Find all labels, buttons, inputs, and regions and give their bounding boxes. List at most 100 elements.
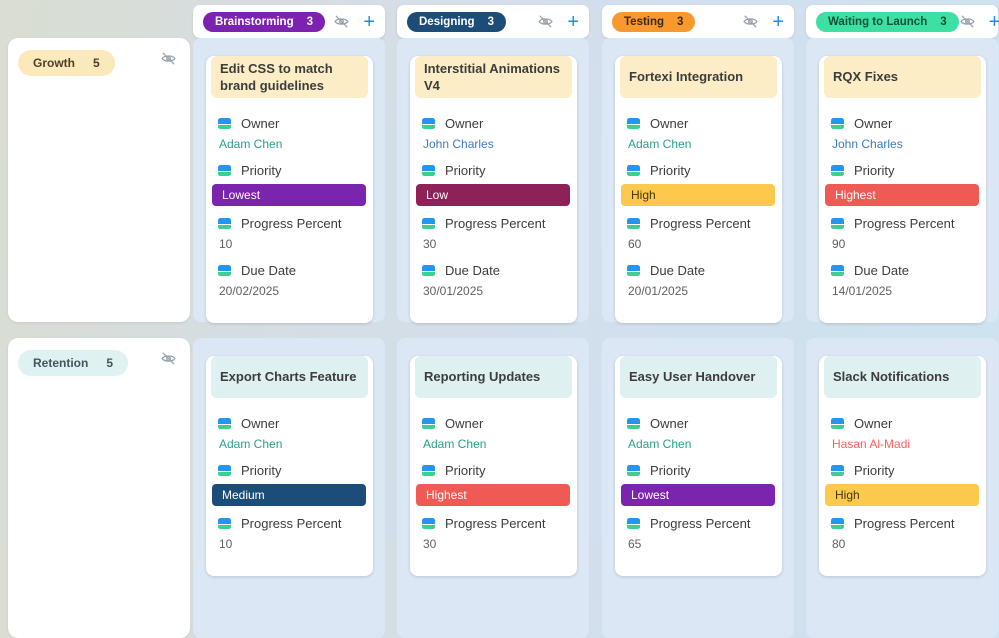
swimlane-title: Growth — [33, 56, 75, 70]
card-fields: Owner John Charles Priority Low Progress… — [410, 103, 577, 323]
field-priority: Priority Low — [416, 162, 570, 206]
field-priority: Priority High — [825, 462, 979, 506]
custom-field-icon — [627, 165, 640, 176]
task-card[interactable]: Easy User Handover Owner Adam Chen Prior… — [615, 356, 782, 576]
field-priority: Priority Lowest — [621, 462, 775, 506]
card-title: Edit CSS to match brand guidelines — [220, 60, 333, 93]
field-due-date: Due Date 20/01/2025 — [627, 262, 770, 299]
add-card-icon[interactable]: + — [567, 10, 579, 33]
field-due-date: Due Date 14/01/2025 — [831, 262, 974, 299]
custom-field-icon — [831, 265, 844, 276]
field-owner: Owner Adam Chen — [627, 415, 770, 452]
custom-field-icon — [831, 118, 844, 129]
custom-field-icon — [831, 218, 844, 229]
field-label: Owner — [854, 416, 893, 431]
field-owner: Owner Adam Chen — [218, 115, 361, 152]
lane-cell: Interstitial Animations V4 Owner John Ch… — [397, 38, 589, 323]
add-card-icon[interactable]: + — [363, 10, 375, 33]
field-label: Priority — [854, 463, 895, 478]
column-header-testing: Testing 3 + — [602, 5, 794, 38]
swimlane-pill: Growth 5 — [18, 50, 115, 76]
task-card[interactable]: Fortexi Integration Owner Adam Chen Prio… — [615, 56, 782, 323]
hide-column-icon[interactable] — [333, 13, 350, 30]
field-due-date: Due Date 30/01/2025 — [422, 262, 565, 299]
card-title-bar: RQX Fixes — [824, 56, 981, 98]
column-title: Waiting to Launch — [828, 15, 928, 28]
field-label: Owner — [445, 416, 484, 431]
column-status-pill: Brainstorming 3 — [203, 11, 325, 32]
custom-field-icon — [831, 418, 844, 429]
due-date-value: 30/01/2025 — [423, 284, 484, 298]
owner-value[interactable]: Adam Chen — [219, 437, 283, 451]
owner-value[interactable]: Adam Chen — [628, 137, 692, 151]
due-date-value: 20/02/2025 — [219, 284, 280, 298]
field-label: Owner — [650, 416, 689, 431]
field-label: Priority — [445, 463, 486, 478]
owner-value[interactable]: Hasan Al-Madi — [832, 437, 911, 451]
card-fields: Owner Adam Chen Priority Highest Progres… — [410, 403, 577, 576]
task-card[interactable]: RQX Fixes Owner John Charles Priority Hi… — [819, 56, 986, 323]
task-card[interactable]: Interstitial Animations V4 Owner John Ch… — [410, 56, 577, 323]
hide-lane-icon[interactable] — [160, 50, 177, 67]
progress-value: 65 — [628, 537, 642, 551]
field-progress: Progress Percent 80 — [831, 515, 974, 552]
card-fields: Owner John Charles Priority Highest Prog… — [819, 103, 986, 323]
column-title: Brainstorming — [215, 15, 294, 28]
due-date-value: 20/01/2025 — [628, 284, 689, 298]
hide-lane-icon[interactable] — [160, 350, 177, 367]
custom-field-icon — [831, 165, 844, 176]
field-progress: Progress Percent 30 — [422, 215, 565, 252]
hide-column-icon[interactable] — [537, 13, 554, 30]
lane-cell: Fortexi Integration Owner Adam Chen Prio… — [602, 38, 794, 323]
hide-column-icon[interactable] — [742, 13, 759, 30]
card-fields: Owner Adam Chen Priority Medium Progress… — [206, 403, 373, 576]
column-header-brainstorming: Brainstorming 3 + — [193, 5, 385, 38]
swimlane-panel-growth: Growth 5 — [8, 38, 190, 322]
field-label: Owner — [650, 116, 689, 131]
column-count: 3 — [940, 15, 947, 28]
task-card[interactable]: Edit CSS to match brand guidelines Owner… — [206, 56, 373, 323]
field-progress: Progress Percent 10 — [218, 515, 361, 552]
card-title-bar: Interstitial Animations V4 — [415, 56, 572, 98]
field-label: Progress Percent — [445, 216, 546, 231]
priority-pill: Highest — [825, 184, 979, 206]
custom-field-icon — [831, 465, 844, 476]
field-owner: Owner Hasan Al-Madi — [831, 415, 974, 452]
owner-value[interactable]: Adam Chen — [219, 137, 283, 151]
custom-field-icon — [218, 118, 231, 129]
field-label: Priority — [650, 163, 691, 178]
priority-pill: High — [825, 484, 979, 506]
add-card-icon[interactable]: + — [988, 10, 999, 33]
field-owner: Owner Adam Chen — [627, 115, 770, 152]
custom-field-icon — [218, 165, 231, 176]
owner-value[interactable]: Adam Chen — [628, 437, 692, 451]
column-count: 3 — [677, 15, 684, 28]
field-label: Progress Percent — [241, 516, 342, 531]
owner-value[interactable]: Adam Chen — [423, 437, 487, 451]
hide-column-icon[interactable] — [959, 13, 976, 30]
lane-cell: Easy User Handover Owner Adam Chen Prior… — [602, 338, 794, 638]
task-card[interactable]: Slack Notifications Owner Hasan Al-Madi … — [819, 356, 986, 576]
add-card-icon[interactable]: + — [772, 10, 784, 33]
task-card[interactable]: Export Charts Feature Owner Adam Chen Pr… — [206, 356, 373, 576]
column-count: 3 — [487, 15, 494, 28]
custom-field-icon — [831, 518, 844, 529]
field-owner: Owner Adam Chen — [218, 415, 361, 452]
owner-value[interactable]: John Charles — [832, 137, 903, 151]
field-label: Progress Percent — [854, 516, 955, 531]
field-progress: Progress Percent 65 — [627, 515, 770, 552]
field-label: Owner — [854, 116, 893, 131]
progress-value: 30 — [423, 237, 437, 251]
field-label: Owner — [241, 416, 280, 431]
field-label: Due Date — [650, 263, 705, 278]
owner-value[interactable]: John Charles — [423, 137, 494, 151]
field-label: Priority — [445, 163, 486, 178]
swimlane-pill: Retention 5 — [18, 350, 129, 376]
card-title: Fortexi Integration — [629, 69, 744, 85]
task-card[interactable]: Reporting Updates Owner Adam Chen Priori… — [410, 356, 577, 576]
swimlane-count: 5 — [93, 56, 100, 70]
field-owner: Owner John Charles — [831, 115, 974, 152]
field-label: Priority — [241, 163, 282, 178]
field-progress: Progress Percent 30 — [422, 515, 565, 552]
field-label: Progress Percent — [854, 216, 955, 231]
